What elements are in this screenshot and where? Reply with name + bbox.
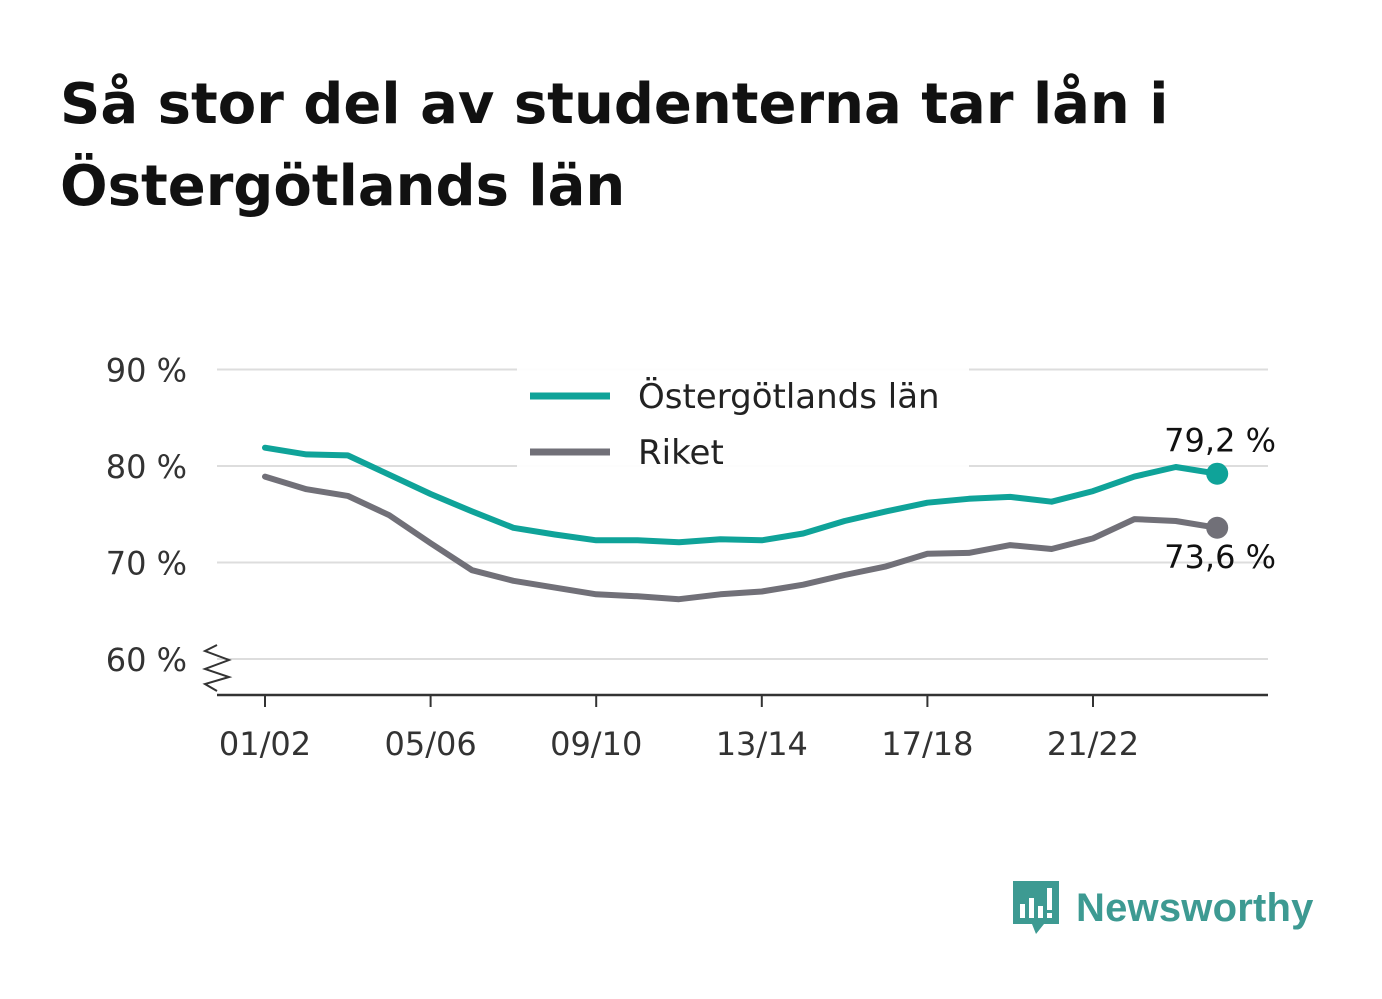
- x-tick-label: 05/06: [384, 725, 476, 763]
- series-line-ostergotland: [262, 444, 1221, 546]
- y-tick-label: 80 %: [106, 448, 187, 486]
- x-tick-label: 17/18: [881, 725, 973, 763]
- end-labels: 79,2 % 73,6 %: [1164, 422, 1276, 576]
- newsworthy-logo-text: Newsworthy: [1076, 885, 1314, 930]
- y-axis-ticks: 60 % 70 % 80 % 90 %: [106, 352, 187, 680]
- y-tick-label: 90 %: [106, 352, 187, 390]
- chart-title: Så stor del av studenterna tar lån i Öst…: [60, 64, 1320, 228]
- x-tick-label: 21/22: [1047, 725, 1139, 763]
- legend-label-ostergotland: Östergötlands län: [638, 376, 940, 417]
- y-tick-label: 60 %: [106, 641, 187, 679]
- y-axis-break-marker: [202, 644, 233, 692]
- end-label-ostergotland: 79,2 %: [1164, 422, 1276, 460]
- chart-title-line-1: Så stor del av studenterna tar lån i: [60, 72, 1169, 137]
- series-line-riket: [262, 473, 1221, 603]
- series-lines: [262, 444, 1229, 603]
- end-label-riket: 73,6 %: [1164, 538, 1276, 576]
- legend-label-riket: Riket: [638, 433, 724, 473]
- end-point-riket: [1206, 516, 1229, 539]
- chart-title-line-2: Östergötlands län: [60, 154, 626, 219]
- x-tick-label: 09/10: [550, 725, 642, 763]
- y-tick-label: 70 %: [106, 545, 187, 583]
- newsworthy-logo-icon: [1013, 881, 1059, 934]
- newsworthy-logo: Newsworthy: [1010, 878, 1314, 938]
- x-tick-label: 13/14: [716, 725, 808, 763]
- legend: Östergötlands län Riket: [517, 366, 969, 473]
- end-point-ostergotland: [1206, 462, 1229, 485]
- x-tick-label: 01/02: [219, 725, 311, 763]
- x-axis-ticks: 01/02 05/06 09/10 13/14 17/18 21/22: [219, 695, 1139, 763]
